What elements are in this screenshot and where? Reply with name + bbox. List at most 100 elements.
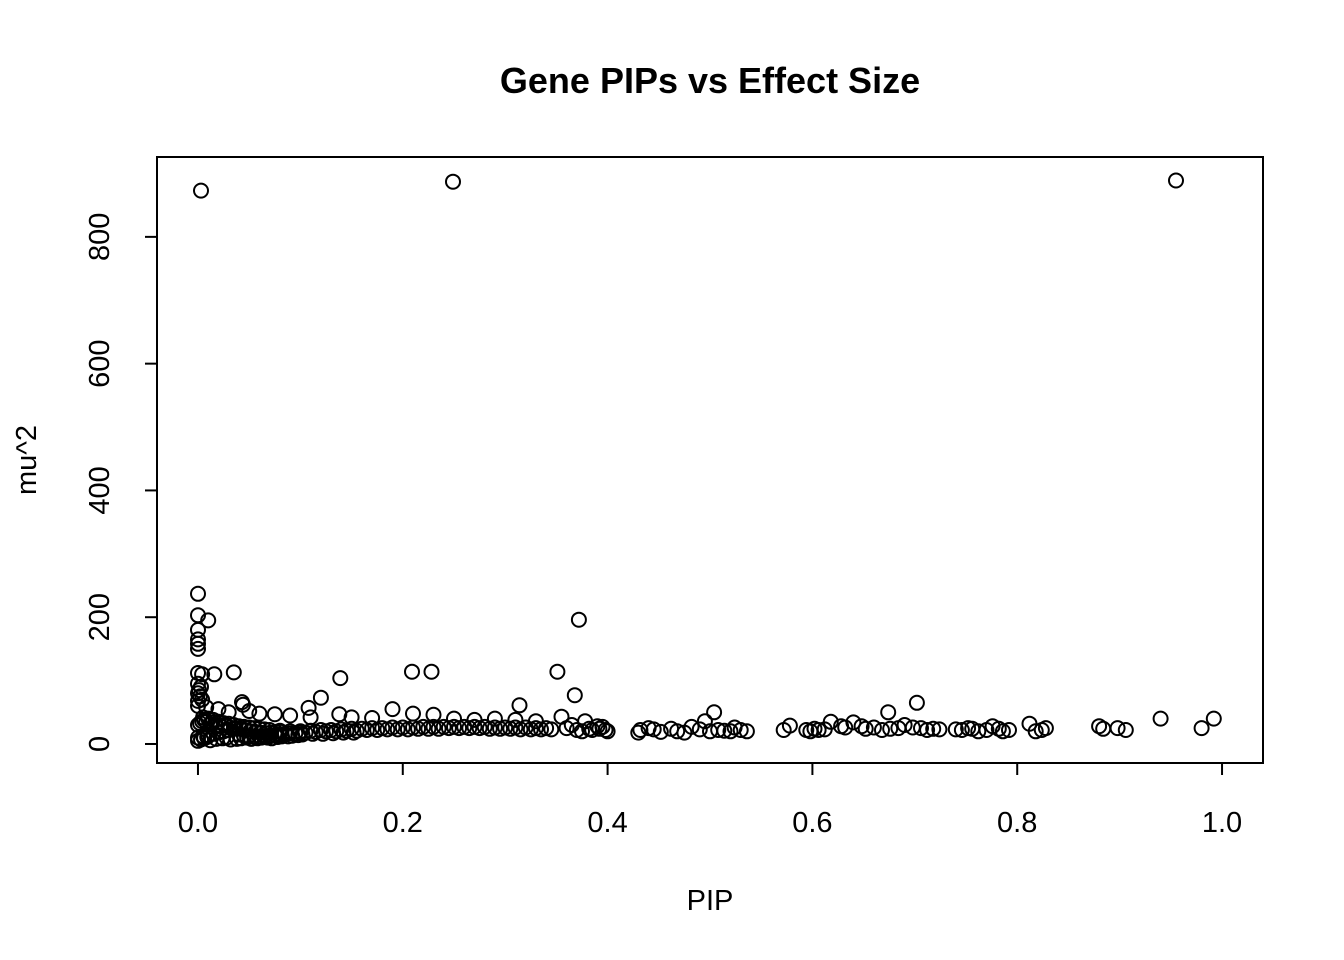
data-point [953, 722, 970, 738]
data-point [919, 722, 936, 738]
data-point [225, 664, 242, 681]
y-tick-label: 800 [84, 213, 116, 261]
data-point [1037, 720, 1054, 737]
data-point [502, 720, 519, 737]
data-point [706, 704, 723, 721]
x-tick-label: 1.0 [1202, 807, 1242, 839]
data-point [190, 635, 206, 652]
data-point [591, 720, 608, 737]
data-point [822, 713, 839, 730]
y-axis: 0 200 400 600 800 [84, 213, 158, 752]
data-point [399, 721, 416, 738]
x-axis: 0.0 0.2 0.4 0.6 0.8 1.0 [178, 762, 1242, 839]
data-point [691, 721, 708, 738]
data-point [896, 717, 913, 733]
data-point [931, 721, 948, 738]
data-point [645, 721, 662, 738]
data-point [202, 732, 219, 749]
data-point [574, 723, 590, 740]
data-point [652, 723, 669, 740]
data-point [193, 182, 209, 199]
data-point [272, 723, 289, 740]
data-point [221, 719, 238, 736]
data-point [1205, 710, 1222, 727]
data-point [332, 670, 349, 687]
data-point [192, 715, 208, 732]
data-point [190, 585, 206, 602]
data-point [251, 705, 268, 722]
chart-title: Gene PIPs vs Effect Size [500, 60, 920, 101]
data-point [543, 721, 560, 738]
data-point [710, 722, 727, 738]
data-point [722, 723, 739, 740]
data-point [200, 612, 217, 629]
data-point [410, 720, 427, 737]
data-point [282, 707, 299, 724]
data-point [845, 714, 862, 731]
data-point [837, 719, 854, 736]
data-point [300, 699, 317, 716]
data-point [1001, 722, 1017, 738]
data-point [533, 721, 549, 738]
data-point [335, 724, 352, 741]
data-points [190, 172, 1222, 749]
x-axis-label: PIP [687, 885, 734, 917]
data-point [1027, 723, 1044, 740]
data-point [512, 721, 529, 738]
data-point [880, 704, 897, 721]
x-tick-label: 0.6 [792, 807, 832, 839]
data-point [558, 720, 575, 737]
data-point [1095, 720, 1112, 737]
data-point [343, 709, 360, 726]
data-point [599, 723, 616, 740]
x-tick-label: 0.0 [178, 807, 218, 839]
x-tick-label: 0.2 [383, 807, 423, 839]
data-point [404, 663, 420, 680]
data-point [511, 697, 528, 714]
data-point [669, 723, 686, 740]
data-point [190, 675, 206, 692]
data-point [865, 719, 882, 736]
data-point [266, 706, 283, 723]
data-point [471, 720, 488, 737]
data-point [947, 721, 964, 738]
data-point [314, 725, 331, 742]
data-point [284, 727, 301, 744]
data-point [257, 725, 274, 742]
data-point [425, 706, 442, 723]
data-point [190, 640, 206, 657]
data-point [325, 725, 342, 742]
data-point [446, 710, 462, 727]
data-point [430, 720, 447, 737]
data-point [405, 705, 421, 722]
data-point [304, 725, 321, 742]
data-point [1168, 172, 1184, 189]
data-point [451, 720, 468, 737]
x-tick-label: 0.8 [997, 807, 1037, 839]
y-tick-label: 0 [84, 736, 116, 752]
data-point [507, 711, 524, 728]
data-point [1109, 720, 1126, 737]
data-point [226, 720, 243, 737]
y-axis-label: mu^2 [11, 425, 43, 495]
data-point [204, 714, 221, 731]
data-point [570, 611, 587, 628]
data-point [345, 724, 362, 741]
data-point [312, 689, 329, 706]
data-point [683, 718, 700, 735]
data-point [420, 720, 437, 737]
data-point [874, 722, 890, 738]
data-point [206, 666, 223, 683]
data-point [384, 701, 401, 718]
data-point [716, 722, 733, 739]
data-point [882, 720, 899, 737]
y-tick-label: 200 [84, 593, 116, 641]
data-point [732, 722, 749, 738]
data-point [194, 666, 211, 683]
data-point [423, 663, 440, 680]
data-point [267, 723, 284, 740]
data-point [492, 720, 509, 737]
plot-frame [156, 156, 1264, 764]
data-point [566, 687, 583, 704]
